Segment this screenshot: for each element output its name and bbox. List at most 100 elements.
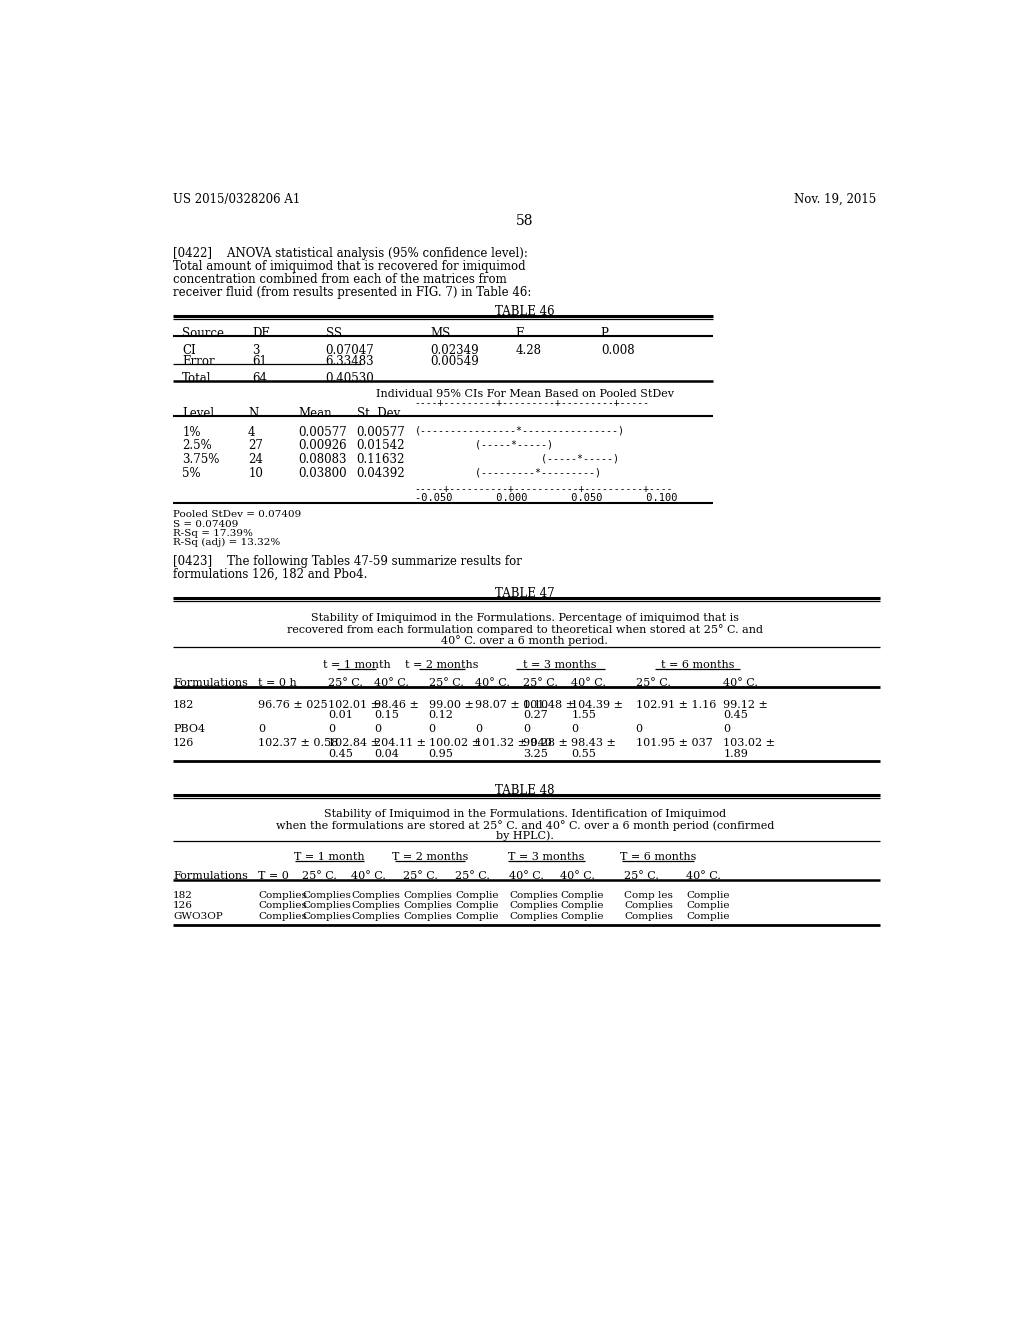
Text: TABLE 47: TABLE 47 (495, 587, 555, 601)
Text: Complies: Complies (509, 891, 558, 900)
Text: 40° C.: 40° C. (351, 871, 386, 880)
Text: 0: 0 (723, 725, 730, 734)
Text: Total amount of imiquimod that is recovered for imiquimod: Total amount of imiquimod that is recove… (173, 260, 525, 273)
Text: Formulations: Formulations (173, 678, 248, 688)
Text: 98.43 ±: 98.43 ± (571, 738, 616, 748)
Text: t = 0 h: t = 0 h (258, 678, 297, 688)
Text: Complie: Complie (560, 891, 604, 900)
Text: 0.95: 0.95 (429, 748, 454, 759)
Text: -----+----------+-----------+----------+----: -----+----------+-----------+----------+… (415, 484, 673, 494)
Text: 0: 0 (328, 725, 335, 734)
Text: -0.050       0.000       0.050       0.100: -0.050 0.000 0.050 0.100 (415, 494, 677, 503)
Text: 0.01: 0.01 (328, 710, 353, 721)
Text: t = 1 month: t = 1 month (323, 660, 390, 669)
Text: (---------*---------): (---------*---------) (415, 467, 601, 477)
Text: 0.01542: 0.01542 (356, 440, 406, 453)
Text: 25° C.: 25° C. (328, 678, 362, 688)
Text: 99.12 ±: 99.12 ± (723, 700, 768, 710)
Text: 103.02 ±: 103.02 ± (723, 738, 775, 748)
Text: 0.02349: 0.02349 (430, 345, 479, 356)
Text: 98.46 ±: 98.46 ± (375, 700, 419, 710)
Text: Level: Level (182, 407, 214, 420)
Text: Complie: Complie (455, 902, 499, 911)
Text: 101.95 ± 037: 101.95 ± 037 (636, 738, 713, 748)
Text: Complies: Complies (258, 891, 307, 900)
Text: Complies: Complies (302, 902, 351, 911)
Text: 98.07 ± 0.10: 98.07 ± 0.10 (475, 700, 548, 710)
Text: (----------------*----------------): (----------------*----------------) (415, 425, 625, 436)
Text: 40° C. over a 6 month period.: 40° C. over a 6 month period. (441, 635, 608, 645)
Text: Complie: Complie (686, 912, 729, 921)
Text: 24: 24 (248, 453, 263, 466)
Text: P: P (601, 327, 608, 341)
Text: 0: 0 (571, 725, 579, 734)
Text: 1.89: 1.89 (723, 748, 749, 759)
Text: 0: 0 (475, 725, 482, 734)
Text: 25° C.: 25° C. (429, 678, 464, 688)
Text: 0: 0 (258, 725, 265, 734)
Text: 126: 126 (173, 902, 193, 911)
Text: 1%: 1% (182, 425, 201, 438)
Text: 0.03800: 0.03800 (299, 467, 347, 480)
Text: Complie: Complie (686, 891, 729, 900)
Text: Comp les: Comp les (624, 891, 673, 900)
Text: Complies: Complies (403, 912, 452, 921)
Text: 40° C.: 40° C. (560, 871, 595, 880)
Text: 6.33483: 6.33483 (326, 355, 374, 368)
Text: 3: 3 (252, 345, 259, 356)
Text: 40° C.: 40° C. (509, 871, 544, 880)
Text: Complies: Complies (258, 902, 307, 911)
Text: 0.40530: 0.40530 (326, 372, 375, 384)
Text: Individual 95% CIs For Mean Based on Pooled StDev: Individual 95% CIs For Mean Based on Poo… (376, 388, 674, 399)
Text: 101.48 ±: 101.48 ± (523, 700, 575, 710)
Text: N: N (248, 407, 258, 420)
Text: 126: 126 (173, 738, 195, 748)
Text: Complies: Complies (302, 891, 351, 900)
Text: 40° C.: 40° C. (571, 678, 606, 688)
Text: CI: CI (182, 345, 196, 356)
Text: 99.00 ±: 99.00 ± (429, 700, 473, 710)
Text: Complie: Complie (686, 902, 729, 911)
Text: concentration combined from each of the matrices from: concentration combined from each of the … (173, 273, 507, 286)
Text: recovered from each formulation compared to theoretical when stored at 25° C. an: recovered from each formulation compared… (287, 624, 763, 635)
Text: 25° C.: 25° C. (403, 871, 438, 880)
Text: 0.45: 0.45 (328, 748, 353, 759)
Text: F: F (515, 327, 523, 341)
Text: t = 2 months: t = 2 months (406, 660, 478, 669)
Text: 0.04: 0.04 (375, 748, 399, 759)
Text: ----+---------+---------+---------+-----: ----+---------+---------+---------+----- (415, 397, 650, 408)
Text: 3.25: 3.25 (523, 748, 548, 759)
Text: 61: 61 (252, 355, 267, 368)
Text: 0.00577: 0.00577 (299, 425, 347, 438)
Text: Complie: Complie (560, 912, 604, 921)
Text: Pooled StDev = 0.07409: Pooled StDev = 0.07409 (173, 511, 301, 519)
Text: 0.15: 0.15 (375, 710, 399, 721)
Text: R-Sq (adj) = 13.32%: R-Sq (adj) = 13.32% (173, 539, 281, 546)
Text: (-----*-----): (-----*-----) (415, 453, 618, 463)
Text: T = 0: T = 0 (258, 871, 289, 880)
Text: 27: 27 (248, 440, 263, 453)
Text: Complies: Complies (509, 912, 558, 921)
Text: Complie: Complie (455, 891, 499, 900)
Text: 96.76 ± 025: 96.76 ± 025 (258, 700, 328, 710)
Text: 0.07047: 0.07047 (326, 345, 375, 356)
Text: 0.00926: 0.00926 (299, 440, 347, 453)
Text: 182: 182 (173, 891, 193, 900)
Text: 101.32 ± 040: 101.32 ± 040 (475, 738, 552, 748)
Text: 25° C.: 25° C. (523, 678, 558, 688)
Text: Total: Total (182, 372, 212, 384)
Text: T = 6 months: T = 6 months (620, 853, 696, 862)
Text: 1.55: 1.55 (571, 710, 596, 721)
Text: 0: 0 (523, 725, 530, 734)
Text: R-Sq = 17.39%: R-Sq = 17.39% (173, 529, 253, 537)
Text: t = 3 months: t = 3 months (523, 660, 597, 669)
Text: 0.04392: 0.04392 (356, 467, 406, 480)
Text: 100.02 ±: 100.02 ± (429, 738, 480, 748)
Text: 104.39 ±: 104.39 ± (571, 700, 624, 710)
Text: 0.55: 0.55 (571, 748, 596, 759)
Text: [0423]    The following Tables 47-59 summarize results for: [0423] The following Tables 47-59 summar… (173, 554, 522, 568)
Text: GWO3OP: GWO3OP (173, 912, 222, 921)
Text: SS: SS (326, 327, 342, 341)
Text: 102.91 ± 1.16: 102.91 ± 1.16 (636, 700, 716, 710)
Text: Complies: Complies (258, 912, 307, 921)
